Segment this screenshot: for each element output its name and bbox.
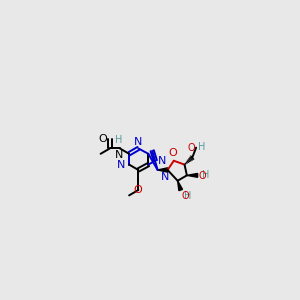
Polygon shape [178,181,182,190]
Text: O: O [198,171,206,181]
Text: O: O [133,184,142,195]
Text: N: N [134,137,142,147]
Text: N: N [161,172,169,182]
Text: O: O [188,143,195,153]
Polygon shape [158,168,168,172]
Text: N: N [115,150,123,160]
Text: H: H [198,142,206,152]
Text: H: H [184,191,191,201]
Text: N: N [158,156,167,166]
Text: O: O [169,148,177,158]
Text: O: O [182,191,189,201]
Text: N: N [117,160,125,170]
Polygon shape [187,173,198,177]
Text: H: H [202,169,210,180]
Text: H: H [116,135,123,145]
Text: O: O [98,134,107,144]
